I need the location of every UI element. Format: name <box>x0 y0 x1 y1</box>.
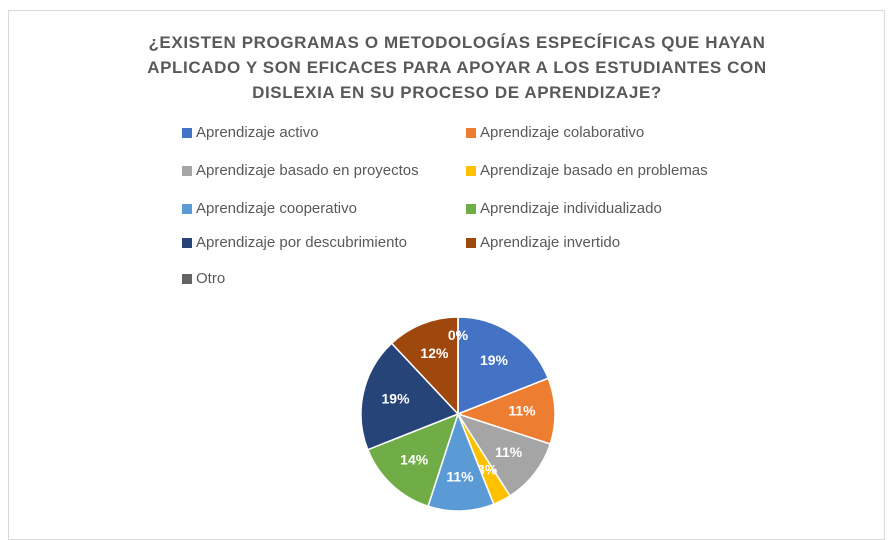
legend-label: Aprendizaje por descubrimiento <box>196 234 407 251</box>
page: ¿EXISTEN PROGRAMAS O METODOLOGÍAS ESPECÍ… <box>8 10 885 540</box>
legend-label: Aprendizaje cooperativo <box>196 200 357 217</box>
legend-label: Aprendizaje basado en problemas <box>480 162 708 179</box>
legend-swatch <box>466 238 476 248</box>
data-label: 11% <box>495 444 523 460</box>
data-label: 14% <box>400 451 429 467</box>
data-label: 0% <box>448 327 469 343</box>
legend-label: Aprendizaje individualizado <box>480 200 662 217</box>
data-label: 19% <box>480 352 509 368</box>
data-label: 19% <box>382 391 411 407</box>
chart: Aprendizaje activo Aprendizaje colaborati… <box>182 124 708 512</box>
legend-label: Aprendizaje activo <box>196 124 319 141</box>
pie-slice <box>457 316 550 416</box>
pie-slice <box>360 342 460 451</box>
pie-slice <box>390 316 459 416</box>
legend-label: Otro <box>196 270 225 287</box>
legend-swatch <box>182 204 192 214</box>
legend-swatch <box>182 128 192 138</box>
legend-swatch <box>466 128 476 138</box>
legend-swatch <box>466 204 476 214</box>
legend-label: Aprendizaje invertido <box>480 234 620 251</box>
legend-label: Aprendizaje basado en proyectos <box>196 162 419 179</box>
legend-swatch <box>182 274 192 284</box>
pie-slice <box>366 412 460 508</box>
pie-slice <box>427 411 495 512</box>
pie-slice <box>456 412 552 497</box>
legend-label: Aprendizaje colaborativo <box>480 124 644 141</box>
data-label: 11% <box>508 403 536 419</box>
legend-swatch <box>182 166 192 176</box>
chart-title: ¿EXISTEN PROGRAMAS O METODOLOGÍAS ESPECÍ… <box>147 33 767 102</box>
legend-swatch <box>466 166 476 176</box>
data-label: 12% <box>420 345 449 361</box>
legend-swatch <box>182 238 192 248</box>
pie-slice <box>455 377 556 445</box>
data-label: 11% <box>446 469 474 485</box>
